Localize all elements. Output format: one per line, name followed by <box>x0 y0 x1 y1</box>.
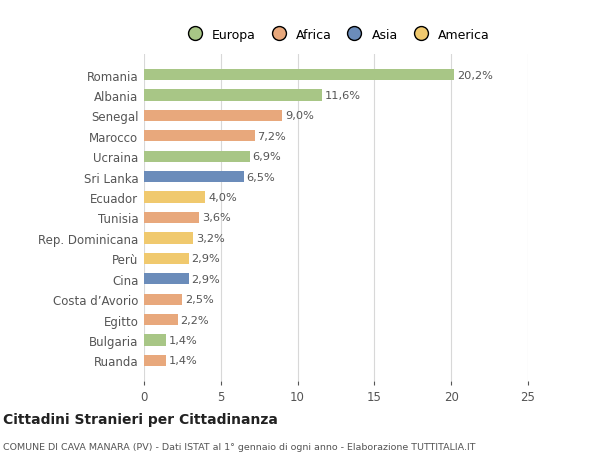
Bar <box>144 213 199 224</box>
Text: 2,9%: 2,9% <box>191 274 220 284</box>
Text: 1,4%: 1,4% <box>168 356 197 365</box>
Text: 20,2%: 20,2% <box>457 71 493 80</box>
Text: 4,0%: 4,0% <box>208 193 237 203</box>
Text: 11,6%: 11,6% <box>325 91 361 101</box>
Bar <box>144 314 178 325</box>
Bar <box>144 233 193 244</box>
Text: 7,2%: 7,2% <box>257 132 286 141</box>
Text: 2,2%: 2,2% <box>181 315 209 325</box>
Bar <box>144 90 322 101</box>
Bar <box>144 70 454 81</box>
Bar <box>144 274 188 285</box>
Text: 6,9%: 6,9% <box>253 152 281 162</box>
Text: 1,4%: 1,4% <box>168 335 197 345</box>
Text: 3,2%: 3,2% <box>196 233 224 243</box>
Bar <box>144 111 282 122</box>
Text: 3,6%: 3,6% <box>202 213 231 223</box>
Text: 2,9%: 2,9% <box>191 254 220 264</box>
Bar <box>144 294 182 305</box>
Text: 2,5%: 2,5% <box>185 295 214 304</box>
Bar <box>144 253 188 264</box>
Bar <box>144 172 244 183</box>
Text: COMUNE DI CAVA MANARA (PV) - Dati ISTAT al 1° gennaio di ogni anno - Elaborazion: COMUNE DI CAVA MANARA (PV) - Dati ISTAT … <box>3 442 476 451</box>
Text: 9,0%: 9,0% <box>285 111 314 121</box>
Text: Cittadini Stranieri per Cittadinanza: Cittadini Stranieri per Cittadinanza <box>3 412 278 426</box>
Bar <box>144 335 166 346</box>
Bar <box>144 355 166 366</box>
Legend: Europa, Africa, Asia, America: Europa, Africa, Asia, America <box>182 29 490 42</box>
Bar <box>144 192 205 203</box>
Bar <box>144 131 254 142</box>
Text: 6,5%: 6,5% <box>247 172 275 182</box>
Bar <box>144 151 250 162</box>
